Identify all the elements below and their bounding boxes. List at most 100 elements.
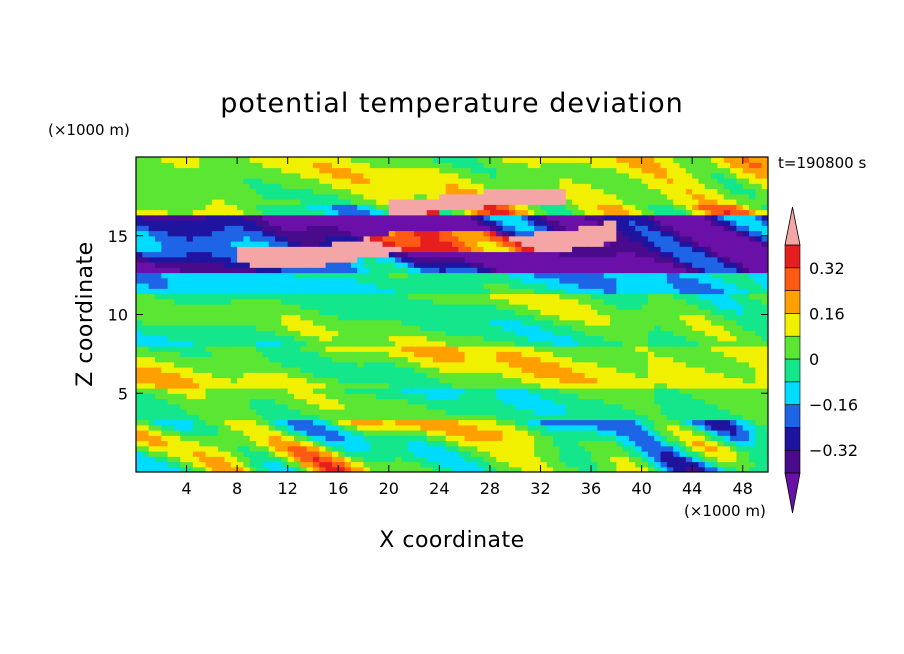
field-cell (192, 314, 200, 321)
field-cell (578, 430, 586, 436)
field-cell (647, 267, 655, 274)
field-cell (395, 377, 403, 384)
field-cell (199, 293, 207, 300)
field-cell (742, 461, 750, 468)
field-cell (628, 262, 636, 268)
field-cell (173, 267, 181, 274)
field-cell (679, 246, 687, 253)
field-cell (148, 361, 156, 368)
field-cell (647, 214, 655, 221)
field-cell (407, 246, 415, 253)
field-cell (445, 214, 453, 221)
field-cell (161, 377, 169, 384)
field-cell (420, 356, 428, 363)
field-cell (148, 372, 156, 379)
field-cell (610, 361, 617, 368)
field-cell (508, 424, 516, 431)
field-cell (502, 335, 510, 342)
field-cell (433, 382, 440, 389)
field-cell (692, 445, 700, 452)
field-cell (534, 288, 542, 295)
field-cell (319, 456, 327, 463)
field-cell (553, 414, 561, 421)
field-cell (414, 262, 421, 268)
field-cell (622, 382, 630, 389)
field-cell (654, 272, 662, 279)
field-cell (591, 403, 598, 410)
field-cell (173, 356, 181, 363)
field-cell (136, 214, 143, 221)
field-cell (237, 246, 245, 253)
field-cell (312, 346, 320, 352)
field-cell (363, 319, 371, 326)
field-cell (635, 230, 643, 237)
field-cell (452, 393, 459, 400)
field-cell (603, 335, 611, 342)
field-cell (407, 466, 415, 472)
field-cell (540, 298, 548, 305)
field-cell (426, 419, 434, 426)
field-cell (698, 267, 706, 274)
field-cell (148, 419, 156, 426)
field-cell (521, 430, 529, 436)
field-cell (433, 235, 440, 242)
field-cell (692, 403, 700, 410)
field-cell (300, 361, 308, 368)
field-cell (452, 367, 459, 373)
field-cell (534, 393, 542, 400)
field-cell (439, 430, 447, 436)
field-cell (369, 445, 377, 452)
field-cell (439, 214, 447, 221)
field-cell (426, 461, 434, 468)
field-cell (502, 361, 510, 368)
field-cell (357, 430, 365, 436)
field-cell (426, 466, 434, 472)
field-cell (249, 361, 257, 368)
field-cell (142, 267, 150, 274)
field-cell (180, 309, 188, 316)
field-cell (521, 377, 529, 384)
field-cell (622, 335, 630, 342)
field-cell (433, 361, 440, 368)
field-cell (306, 393, 314, 400)
field-cell (199, 409, 207, 415)
field-cell (496, 419, 504, 426)
field-cell (452, 214, 459, 221)
field-cell (717, 246, 725, 253)
field-cell (136, 393, 143, 400)
field-cell (496, 298, 504, 305)
field-cell (540, 456, 548, 463)
field-cell (647, 246, 655, 253)
field-cell (142, 361, 150, 368)
field-cell (300, 414, 308, 421)
field-cell (673, 367, 681, 373)
field-cell (616, 230, 624, 237)
field-cell (281, 225, 289, 232)
field-cell (553, 346, 561, 352)
field-cell (452, 319, 459, 326)
field-cell (730, 419, 737, 426)
field-cell (369, 388, 377, 394)
field-cell (546, 304, 554, 310)
field-cell (673, 445, 681, 452)
field-cell (357, 330, 365, 337)
field-cell (407, 403, 415, 410)
field-cell (420, 409, 428, 415)
field-cell (256, 382, 263, 389)
field-cell (521, 346, 529, 352)
field-cell (414, 298, 421, 305)
field-cell (508, 456, 516, 463)
field-cell (173, 214, 181, 221)
field-cell (742, 283, 750, 289)
field-cell (673, 298, 681, 305)
field-cell (331, 466, 339, 472)
field-cell (243, 398, 251, 405)
field-cell (559, 430, 567, 436)
field-cell (369, 435, 377, 442)
field-cell (749, 435, 756, 442)
field-cell (578, 361, 586, 368)
field-cell (154, 419, 162, 426)
field-cell (717, 230, 725, 237)
field-cell (534, 372, 542, 379)
field-cell (540, 340, 548, 347)
